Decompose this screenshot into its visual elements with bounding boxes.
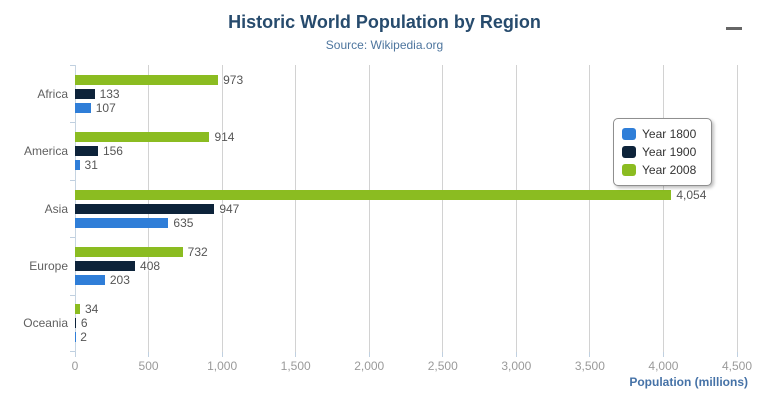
legend-item-year-1800[interactable]: Year 1800 — [622, 125, 703, 143]
x-axis-tick-label: 2,500 — [427, 359, 458, 373]
bar-asia-year-1900[interactable] — [75, 203, 215, 214]
bar-value-label: 156 — [102, 144, 123, 159]
x-axis-tick — [736, 352, 738, 357]
category-label: Oceania — [23, 316, 68, 331]
bar-value-label: 31 — [84, 158, 98, 173]
x-axis-title: Population (millions) — [629, 375, 748, 389]
x-axis-tick-label: 1,500 — [280, 359, 311, 373]
bar-africa-year-2008[interactable] — [75, 74, 219, 85]
bar-america-year-1800[interactable] — [75, 160, 80, 171]
bar-value-label: 408 — [140, 258, 161, 273]
gridline — [295, 65, 297, 352]
bar-value-label: 635 — [173, 215, 194, 230]
bar-africa-year-1800[interactable] — [75, 102, 91, 113]
gridline — [368, 65, 370, 352]
bar-value-label: 203 — [109, 272, 130, 287]
x-axis-tick — [74, 352, 76, 357]
x-axis-tick — [442, 352, 444, 357]
bar-value-label: 6 — [80, 316, 88, 331]
bar-value-label: 133 — [99, 86, 120, 101]
legend-item-year-1900[interactable]: Year 1900 — [622, 143, 703, 161]
bar-value-label: 107 — [95, 100, 116, 115]
bar-europe-year-1800[interactable] — [75, 274, 105, 285]
export-menu-button[interactable] — [726, 17, 752, 40]
legend-color-swatch — [622, 164, 636, 176]
chart-title: Historic World Population by Region — [228, 12, 541, 32]
x-axis-tick-label: 1,000 — [207, 359, 238, 373]
bar-value-label: 2 — [80, 330, 87, 345]
x-axis-tick-label: 3,000 — [501, 359, 532, 373]
x-axis-tick-label: 2,000 — [354, 359, 385, 373]
legend-item-label: Year 2008 — [642, 163, 697, 177]
bar-value-label: 732 — [187, 244, 208, 259]
gridline — [736, 65, 738, 352]
x-axis-tick — [368, 352, 370, 357]
x-axis-tick — [515, 352, 517, 357]
category-axis-tick — [70, 237, 75, 238]
gridline — [589, 65, 591, 352]
bar-value-label: 34 — [85, 302, 99, 317]
category-axis-tick — [70, 65, 75, 66]
bar-europe-year-1900[interactable] — [75, 260, 136, 271]
legend-color-swatch — [622, 146, 636, 158]
legend-item-label: Year 1800 — [642, 127, 697, 141]
x-axis-tick-label: 3,500 — [574, 359, 605, 373]
bar-asia-year-2008[interactable] — [75, 189, 672, 200]
bar-oceania-year-2008[interactable] — [75, 304, 80, 315]
x-axis-tick-label: 4,000 — [648, 359, 679, 373]
x-axis-tick — [295, 352, 297, 357]
gridline — [662, 65, 664, 352]
bar-asia-year-1800[interactable] — [75, 217, 169, 228]
x-axis-tick-label: 500 — [138, 359, 159, 373]
x-axis-tick — [148, 352, 150, 357]
bar-america-year-1900[interactable] — [75, 146, 98, 157]
bar-oceania-year-1900[interactable] — [75, 318, 76, 329]
bar-europe-year-2008[interactable] — [75, 246, 183, 257]
x-axis-tick-label: 4,500 — [721, 359, 753, 373]
legend-item-year-2008[interactable]: Year 2008 — [622, 161, 703, 179]
bar-africa-year-1900[interactable] — [75, 88, 95, 99]
plot-area: 0 500 1,000 1,500 2,000 2,500 3,000 3,500 4,000 4… — [23, 65, 752, 373]
x-axis-tick — [589, 352, 591, 357]
legend-color-swatch — [622, 128, 636, 140]
category-label: America — [23, 144, 68, 159]
category-axis-tick — [70, 180, 75, 181]
gridline — [442, 65, 444, 352]
category-axis-tick — [70, 351, 75, 352]
gridline — [221, 65, 223, 352]
bar-value-label: 4,054 — [676, 187, 707, 202]
x-axis-tick-label: 0 — [71, 359, 79, 373]
category-axis-tick — [70, 295, 75, 296]
legend-item-label: Year 1900 — [642, 145, 697, 159]
bar-value-label: 947 — [219, 201, 240, 216]
category-axis-tick — [70, 122, 75, 123]
bar-value-label: 973 — [223, 72, 244, 87]
category-label: Asia — [44, 201, 68, 216]
x-axis-tick — [662, 352, 664, 357]
category-label: Europe — [29, 258, 68, 273]
bar-america-year-2008[interactable] — [75, 132, 210, 143]
legend: Year 1800 Year 1900 Year 2008 — [613, 118, 712, 186]
chart-subtitle: Source: Wikipedia.org — [325, 38, 444, 52]
bar-value-label: 914 — [214, 130, 235, 145]
gridline — [515, 65, 517, 352]
x-axis-tick — [221, 352, 223, 357]
category-label: Africa — [37, 86, 68, 101]
